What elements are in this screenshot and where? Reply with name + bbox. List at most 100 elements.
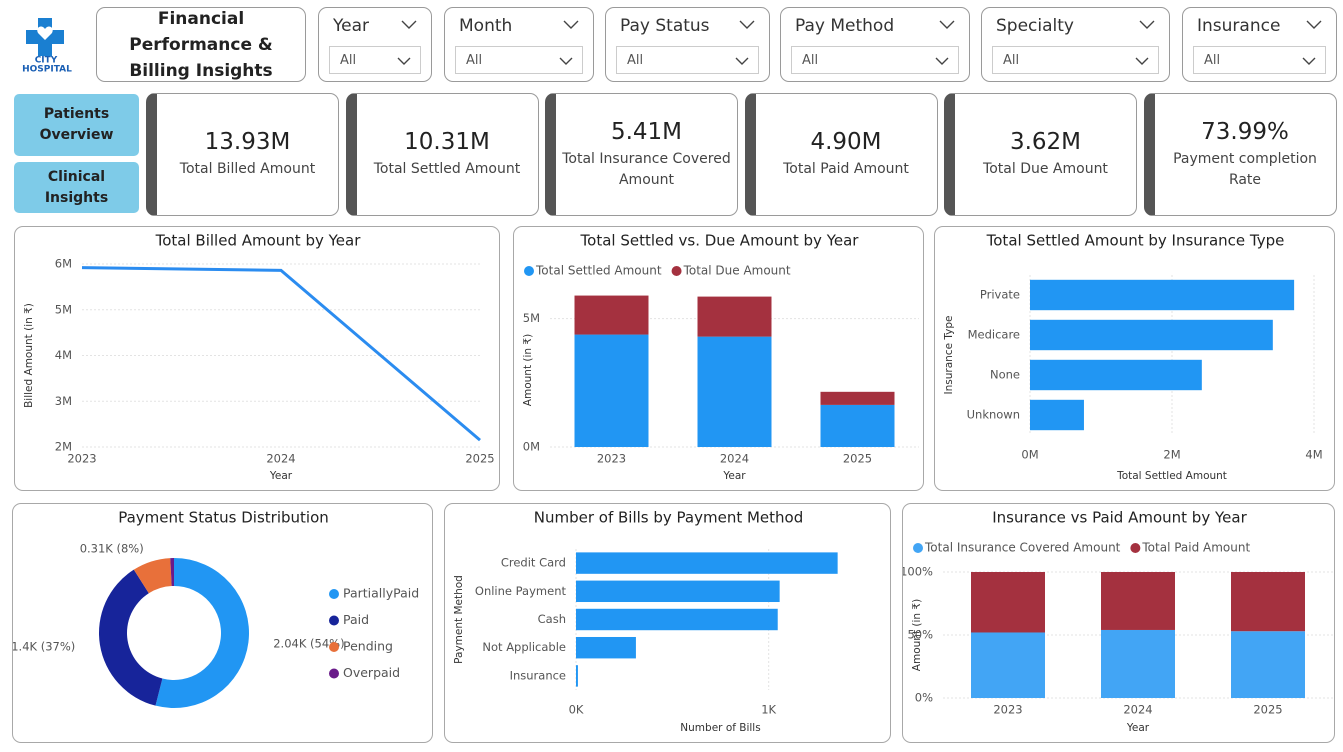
legend-marker [329, 642, 339, 652]
x-tick-label: 0K [569, 703, 584, 717]
chevron-icon [397, 57, 411, 65]
x-tick-label: 2M [1163, 448, 1180, 462]
dashboard-title: Financial Performance & Billing Insights [96, 7, 306, 82]
donut-slice [170, 558, 174, 587]
kpi-card: 10.31M Total Settled Amount [345, 93, 539, 216]
chart-panel: Total Settled Amount by Insurance Type To… [934, 226, 1335, 491]
chevron-icon [563, 20, 579, 29]
filter-dropdown[interactable]: All [329, 46, 421, 74]
y-tick-label: Unknown [967, 408, 1020, 422]
chevron-icon [1139, 20, 1155, 29]
chevron [1302, 57, 1316, 65]
line [81, 266, 481, 442]
bar [576, 608, 778, 631]
kpi-card: 73.99% Payment completion Rate [1143, 93, 1337, 216]
chevron-icon [1306, 20, 1322, 29]
kpi-card: 5.41M Total Insurance Covered Amount [545, 93, 738, 216]
chevron [397, 57, 411, 65]
filter-label: Month [459, 16, 513, 36]
x-tick-label: 2023 [67, 452, 96, 466]
legend-label: Overpaid [343, 665, 400, 680]
chart: Total Settled Amount by Insurance Type To… [943, 232, 1323, 483]
bar-segment [971, 572, 1045, 633]
y-tick-label: Online Payment [475, 584, 567, 598]
chart: Number of Bills by Payment Method Number … [453, 509, 838, 734]
legend-label: Total Insurance Covered Amount [924, 541, 1121, 555]
donut-slice [155, 558, 249, 708]
chart-title: Total Settled vs. Due Amount by Year [580, 232, 860, 250]
kpi-value: 4.90M [810, 129, 882, 155]
data-label: 0.31K (8%) [80, 542, 144, 556]
donut-slice [133, 558, 172, 594]
filter-dropdown[interactable]: All [616, 46, 759, 74]
filter-dropdown[interactable]: All [1193, 46, 1326, 74]
y-tick-label: Cash [538, 612, 566, 626]
bar-segment [820, 391, 895, 405]
nav-button[interactable]: Clinical Insights [14, 162, 139, 213]
chart-panel: Payment Status Distribution 2.04K (54%) 1.… [12, 503, 433, 743]
x-tick-label: 2024 [720, 452, 749, 466]
y-axis-title: Amount (in ₹) [522, 334, 534, 406]
bar-segment [697, 296, 772, 337]
chevron [1135, 57, 1149, 65]
filter-label: Insurance [1197, 16, 1281, 36]
legend-marker [913, 543, 923, 553]
chevron-icon [935, 57, 949, 65]
chart-title: Insurance vs Paid Amount by Year [992, 509, 1247, 527]
chevron-icon [401, 20, 417, 29]
kpi-value: 13.93M [204, 129, 291, 155]
chevron-icon [1302, 57, 1316, 65]
x-tick-label: 2024 [1123, 703, 1152, 717]
legend-label: PartiallyPaid [343, 586, 419, 601]
bar-segment [971, 632, 1045, 698]
legend-marker [524, 266, 534, 276]
chevron [735, 57, 749, 65]
chart-title: Payment Status Distribution [118, 509, 329, 527]
y-tick-label: Insurance [510, 668, 566, 682]
y-tick-label: 2M [55, 440, 72, 454]
filter-slicer: Insurance All [1182, 7, 1337, 82]
bar [1030, 359, 1202, 391]
legend-label: Total Settled Amount [535, 264, 662, 278]
filter-dropdown[interactable]: All [992, 46, 1159, 74]
y-axis-title: Amount (in ₹) [911, 599, 923, 671]
legend-label: Total Paid Amount [1141, 541, 1250, 555]
x-axis-title: Year [1126, 722, 1150, 734]
logo-text: HOSPITAL [22, 65, 72, 73]
chevron [559, 57, 573, 65]
filter-label: Year [333, 16, 369, 36]
chart: Total Billed Amount by Year Year Billed Am… [23, 232, 495, 483]
y-axis-title: Payment Method [453, 575, 465, 664]
x-tick-label: 1K [761, 703, 776, 717]
legend-marker [329, 668, 339, 679]
chart-panel: Total Settled vs. Due Amount by Year Year… [513, 226, 924, 491]
y-tick-label: Medicare [968, 328, 1020, 342]
kpi-label: Total Paid Amount [783, 161, 909, 177]
x-axis-title: Total Settled Amount [1116, 470, 1227, 482]
chevron-icon [1135, 57, 1149, 65]
x-tick-label: 2025 [843, 452, 872, 466]
chart-title: Total Billed Amount by Year [155, 232, 362, 250]
kpi-label: Total Insurance Covered Amount [562, 150, 731, 188]
bar-segment [574, 295, 649, 335]
filter-slicer: Specialty All [981, 7, 1170, 82]
x-tick-label: 4M [1305, 448, 1322, 462]
bar [1030, 279, 1295, 311]
kpi-label: Total Settled Amount [373, 161, 521, 177]
nav-button[interactable]: Patients Overview [14, 94, 139, 156]
x-axis-title: Year [722, 470, 746, 482]
kpi-value: 10.31M [404, 129, 490, 155]
chart: Payment Status Distribution 2.04K (54%) 1.… [13, 509, 419, 708]
chevron-icon [939, 20, 955, 29]
chevron [935, 57, 949, 65]
bar-segment [1101, 572, 1175, 630]
filter-slicer: Month All [444, 7, 594, 82]
filter-dropdown[interactable]: All [455, 46, 583, 74]
chevron [563, 20, 579, 29]
y-tick-label: 5M [523, 311, 540, 325]
filter-dropdown[interactable]: All [791, 46, 959, 74]
legend-marker [329, 615, 339, 626]
bar-segment [1231, 572, 1305, 632]
filter-label: Pay Status [620, 16, 710, 36]
